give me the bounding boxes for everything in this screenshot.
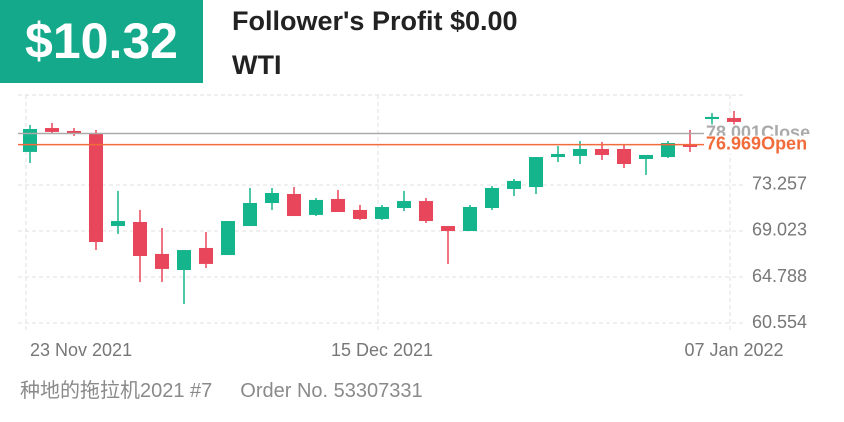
candle-body	[199, 247, 213, 264]
candle-body	[661, 143, 675, 158]
candle-body	[529, 157, 543, 188]
follower-profit: Follower's Profit $0.00	[232, 6, 518, 36]
candle-body	[397, 201, 411, 208]
candle-body	[155, 253, 169, 269]
candle-body	[331, 198, 345, 213]
footer: 种地的拖拉机2021 #7 Order No. 53307331	[20, 374, 423, 403]
candle-body	[89, 133, 103, 242]
reference-label: 76.969Open	[706, 133, 807, 153]
reference-label-bg	[704, 135, 810, 154]
candle-body	[111, 221, 125, 227]
candle-body	[727, 118, 741, 122]
x-tick-label: 07 Jan 2022	[684, 340, 783, 360]
candle-body	[639, 154, 653, 159]
candle-body	[45, 128, 59, 132]
x-tick-label: 23 Nov 2021	[30, 340, 132, 360]
y-tick-label: 73.257	[752, 174, 807, 194]
candle-body	[683, 144, 697, 147]
candle-body	[595, 148, 609, 155]
candle-body	[463, 207, 477, 232]
candle-body	[287, 193, 301, 217]
candle-body	[353, 209, 367, 219]
candle-body	[705, 116, 719, 120]
y-tick-label: 60.554	[752, 312, 807, 332]
y-tick-label: 69.023	[752, 220, 807, 240]
candle-body	[243, 202, 257, 227]
candle-body	[375, 207, 389, 219]
reference-value: 76.969	[706, 133, 761, 153]
candle-body	[573, 148, 587, 156]
order-number: Order No. 53307331	[240, 380, 423, 402]
reference-name: Open	[761, 133, 807, 153]
symbol: WTI	[232, 50, 282, 80]
candle-body	[133, 222, 147, 257]
account: 种地的拖拉机2021 #7	[20, 380, 213, 402]
candle-body	[309, 199, 323, 215]
candle-body	[177, 250, 191, 271]
candle-body	[221, 221, 235, 256]
profit-badge: $10.32	[0, 0, 203, 83]
candle-body	[551, 153, 565, 158]
candle-body	[441, 226, 455, 232]
candle-body	[419, 201, 433, 222]
candle-body	[265, 192, 279, 203]
candle-body	[617, 148, 631, 164]
candle-body	[507, 180, 521, 189]
candle-body	[67, 130, 81, 134]
candle-body	[23, 129, 37, 152]
y-tick-label: 64.788	[752, 266, 807, 286]
candle-body	[485, 187, 499, 208]
x-tick-label: 15 Dec 2021	[331, 340, 433, 360]
